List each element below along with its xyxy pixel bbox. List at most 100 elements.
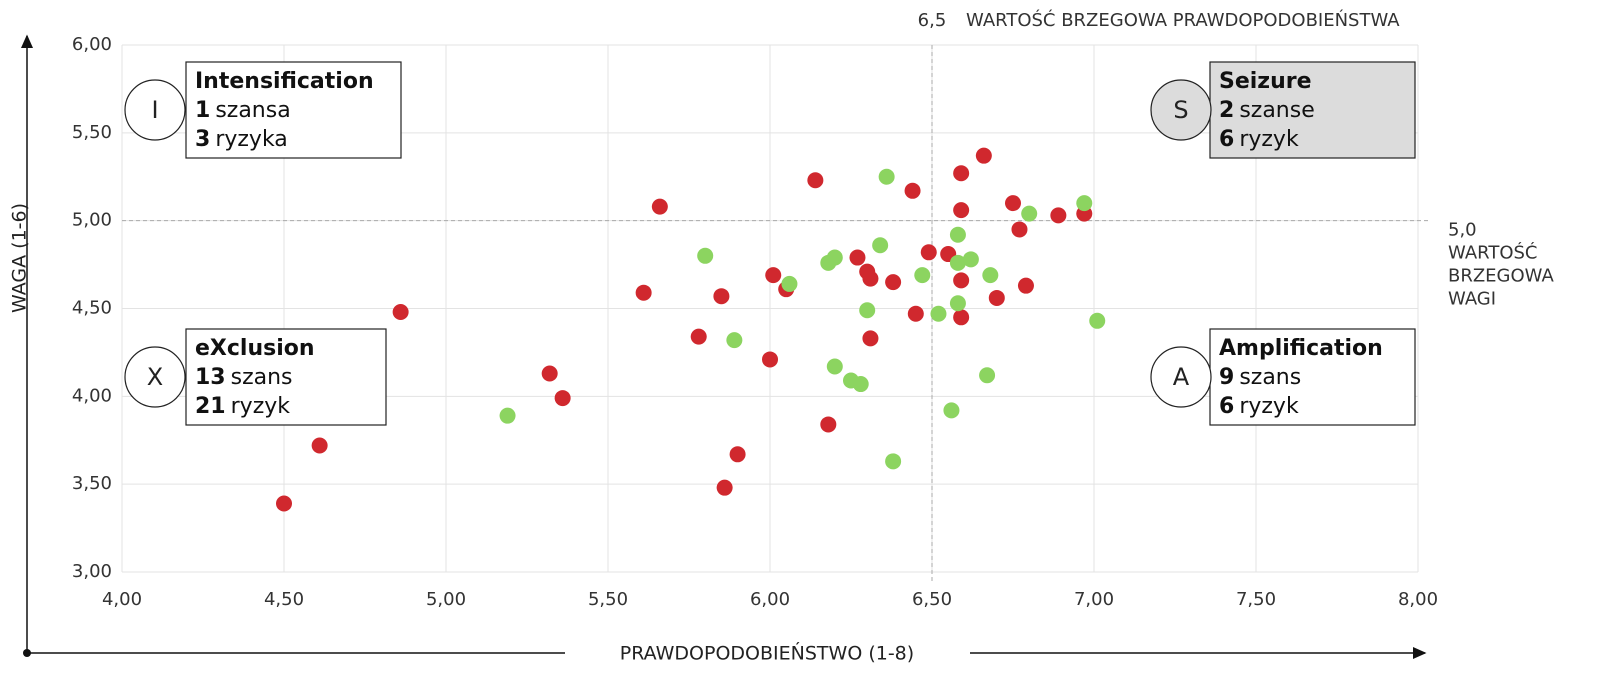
data-point	[499, 407, 516, 424]
data-point	[807, 172, 824, 189]
data-point	[949, 226, 966, 243]
data-point	[862, 330, 879, 347]
data-point	[1011, 221, 1028, 238]
quadrant-word: szans	[231, 365, 293, 390]
quadrant-letter: S	[1173, 96, 1188, 124]
quadrant-word: szanse	[1239, 98, 1314, 123]
y-axis-label: WAGA (1-6)	[9, 203, 31, 313]
quadrant-count: 21	[195, 394, 226, 419]
data-point	[914, 267, 931, 284]
quadrant-word: ryzyk	[231, 394, 291, 419]
data-point	[988, 289, 1005, 306]
quadrant-box	[185, 61, 402, 159]
data-point	[651, 198, 668, 215]
quadrant-line: 1 szansa	[195, 98, 291, 123]
x-tick-label: 4,00	[102, 589, 142, 610]
data-point	[953, 165, 970, 182]
threshold-text: WAGI	[1448, 289, 1496, 310]
x-tick-label: 5,00	[426, 589, 466, 610]
x-tick-label: 4,50	[264, 589, 304, 610]
quadrant-count: 2	[1219, 98, 1234, 123]
data-point	[962, 251, 979, 268]
data-point	[979, 367, 996, 384]
data-point	[1076, 195, 1093, 212]
data-point	[276, 495, 292, 512]
data-point	[781, 275, 798, 292]
quadrant-line: 3 ryzyka	[195, 127, 288, 152]
quadrant-title: Seizure	[1219, 69, 1312, 94]
data-point	[852, 376, 869, 393]
threshold-text: WARTOŚĆ	[1448, 242, 1537, 264]
data-point	[765, 267, 782, 284]
data-point	[943, 402, 960, 419]
y-tick-label: 3,00	[72, 561, 112, 582]
quadrant-count: 6	[1219, 127, 1234, 152]
data-point	[690, 328, 707, 345]
quadrant-line: 6 ryzyk	[1219, 394, 1299, 419]
threshold-value: 5,0	[1448, 220, 1477, 241]
quadrant-line: 6 ryzyk	[1219, 127, 1299, 152]
quadrant-circle	[1150, 79, 1212, 141]
x-tick-label: 8,00	[1398, 589, 1438, 610]
data-point	[1005, 195, 1021, 212]
data-point	[953, 309, 970, 326]
data-point	[635, 284, 652, 301]
quadrant-count: 1	[195, 98, 210, 123]
quadrant-box	[1209, 61, 1416, 159]
quadrant-line: 9 szans	[1219, 365, 1301, 390]
data-point	[885, 274, 902, 291]
quadrant-circle	[124, 79, 186, 141]
quadrant-word: ryzyka	[215, 127, 287, 152]
data-point	[541, 365, 558, 382]
x-axis-label: PRAWDOPODOBIEŃSTWO (1-8)	[620, 642, 914, 665]
quadrant-line: 2 szanse	[1219, 98, 1315, 123]
quadrant-word: szansa	[215, 98, 290, 123]
data-point	[975, 147, 992, 164]
data-point	[949, 254, 966, 271]
quadrant-word: ryzyk	[1239, 394, 1299, 419]
data-point	[554, 390, 571, 407]
quadrant-circle	[1150, 346, 1212, 408]
quadrant-title: eXclusion	[195, 336, 315, 361]
data-point	[826, 249, 843, 266]
data-point	[859, 302, 876, 319]
data-point	[1089, 312, 1106, 329]
quadrant-box	[1209, 328, 1416, 426]
y-tick-label: 5,50	[72, 122, 112, 143]
data-point	[885, 453, 902, 470]
data-point	[1050, 207, 1067, 224]
data-point	[697, 247, 714, 264]
data-point	[1021, 205, 1038, 222]
quadrant-title: Intensification	[195, 69, 374, 94]
x-tick-label: 6,50	[912, 589, 952, 610]
quadrant-label: A Amplification 9 szans 6 ryzyk	[1150, 328, 1416, 426]
quadrant-word: szans	[1239, 365, 1301, 390]
threshold-value: 6,5	[918, 10, 947, 31]
data-point	[311, 437, 328, 454]
quadrant-box	[185, 328, 387, 426]
data-point	[949, 295, 966, 312]
data-point	[878, 168, 895, 185]
quadrant-letter: A	[1173, 363, 1190, 391]
data-point	[1017, 277, 1034, 294]
data-point	[726, 332, 743, 349]
data-point	[826, 358, 843, 375]
threshold-text: BRZEGOWA	[1448, 266, 1554, 287]
quadrant-title: Amplification	[1219, 336, 1383, 361]
data-point	[849, 249, 866, 266]
quadrant-label: S Seizure 2 szanse 6 ryzyk	[1150, 61, 1416, 159]
axis-origin	[23, 649, 31, 657]
y-tick-label: 4,00	[72, 385, 112, 406]
y-tick-label: 6,00	[72, 34, 112, 55]
quadrant-circle	[124, 346, 186, 408]
data-point	[904, 182, 921, 199]
x-tick-label: 5,50	[588, 589, 628, 610]
y-tick-label: 3,50	[72, 473, 112, 494]
data-point	[907, 305, 924, 322]
data-point	[713, 288, 730, 305]
quadrant-count: 3	[195, 127, 210, 152]
quadrant-count: 9	[1219, 365, 1234, 390]
